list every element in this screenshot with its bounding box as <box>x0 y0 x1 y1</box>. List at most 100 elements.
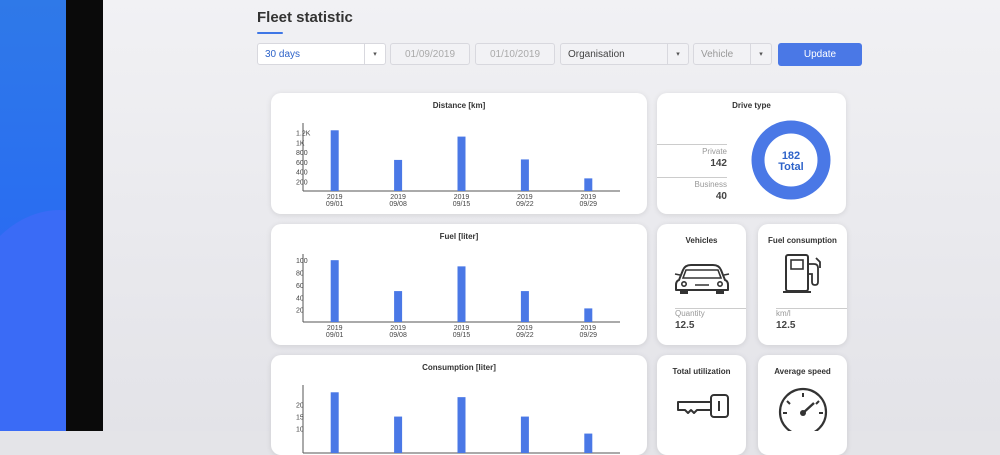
x-tick-label: 09/01 <box>326 332 344 339</box>
sidebar-divider <box>66 0 103 431</box>
donut-total: 182 Total <box>750 151 832 173</box>
key-icon <box>677 394 729 418</box>
bar <box>584 308 593 322</box>
bar <box>394 159 403 191</box>
consumption-chart: 101520201909/01201909/08201909/15201909/… <box>296 385 620 454</box>
title-underline <box>257 32 283 34</box>
y-tick-label: 10 <box>296 427 304 434</box>
vehicles-divider <box>675 308 746 309</box>
x-tick-label: 2019 <box>454 325 470 332</box>
bar <box>330 130 339 191</box>
x-tick-label: 09/29 <box>580 201 598 208</box>
left-blue-panel <box>0 0 66 431</box>
distance-chart: 2004006008001K1.2K201909/01201909/082019… <box>296 123 620 208</box>
bar <box>394 416 403 453</box>
bar <box>394 291 403 322</box>
average-speed-card: Average speed <box>758 355 847 455</box>
vehicles-title: Vehicles <box>685 236 718 245</box>
bar <box>584 178 593 191</box>
vehicles-card: Vehicles Quantity 12.5 <box>657 224 746 345</box>
chevron-down-icon[interactable]: ▾ <box>667 44 688 64</box>
business-value: 40 <box>715 191 727 202</box>
fuel-consumption-title: Fuel consumption <box>768 236 837 245</box>
x-tick-label: 2019 <box>390 194 406 201</box>
bar <box>457 266 466 322</box>
bar <box>457 397 466 453</box>
bar <box>520 159 529 191</box>
bar <box>330 260 339 322</box>
y-tick-label: 15 <box>296 415 304 422</box>
fuel-pump-icon <box>783 254 821 293</box>
private-label: Private <box>702 147 727 156</box>
fuel-chart-card: Fuel [liter] 20 40 60 80 100 2019 09/01 2019 09/… <box>271 224 647 345</box>
organisation-select[interactable]: Organisation ▾ <box>560 43 689 65</box>
bar <box>457 136 466 191</box>
total-utilization-card: Total utilization <box>657 355 746 455</box>
car-icon <box>674 264 730 294</box>
date-to-field[interactable]: 01/10/2019 <box>475 43 555 65</box>
average-speed-title: Average speed <box>774 367 831 376</box>
y-tick-label: 20 <box>296 308 304 315</box>
x-tick-label: 2019 <box>327 194 343 201</box>
drive-type-card: Drive type Private 142 Business 40 182 T… <box>657 93 846 214</box>
x-tick-label: 09/22 <box>516 332 534 339</box>
x-tick-label: 2019 <box>390 325 406 332</box>
distance-chart-card: Distance [km] 200 400 600 800 1K 1.2K 2019 09/0… <box>271 93 647 214</box>
y-tick-label: 1K <box>296 140 305 147</box>
x-tick-label: 2019 <box>517 194 533 201</box>
x-tick-label: 09/22 <box>516 201 534 208</box>
panel-wave-decoration <box>0 210 66 431</box>
main-content: Fleet statistic 30 days ▾ 01/09/2019 01/… <box>103 0 1000 455</box>
speedometer-icon <box>778 387 828 431</box>
fuel-consumption-card: Fuel consumption km/l 12.5 <box>758 224 847 345</box>
chevron-down-icon[interactable]: ▾ <box>750 44 771 64</box>
date-from-field[interactable]: 01/09/2019 <box>390 43 470 65</box>
bar <box>584 433 593 453</box>
vehicle-select[interactable]: Vehicle ▾ <box>693 43 772 65</box>
x-tick-label: 09/01 <box>326 201 344 208</box>
x-tick-label: 2019 <box>454 194 470 201</box>
y-tick-label: 400 <box>296 170 308 177</box>
fuel-consumption-value: 12.5 <box>776 320 796 331</box>
period-select[interactable]: 30 days ▾ <box>257 43 386 65</box>
page-title: Fleet statistic <box>257 9 353 26</box>
private-row: Private 142 <box>657 144 727 169</box>
y-tick-label: 80 <box>296 271 304 278</box>
y-tick-label: 200 <box>296 179 308 186</box>
x-tick-label: 09/08 <box>389 201 407 208</box>
x-tick-label: 2019 <box>327 325 343 332</box>
x-tick-label: 2019 <box>581 325 597 332</box>
update-button[interactable]: Update <box>778 43 862 66</box>
business-row: Business 40 <box>657 177 727 202</box>
y-tick-label: 20 <box>296 402 304 409</box>
x-tick-label: 09/29 <box>580 332 598 339</box>
bar <box>330 392 339 453</box>
consumption-chart-card: Consumption [liter] 101520201909/0120190… <box>271 355 647 455</box>
business-label: Business <box>694 180 727 189</box>
x-tick-label: 09/15 <box>453 332 471 339</box>
vehicles-quantity-value: 12.5 <box>675 320 695 331</box>
y-tick-label: 800 <box>296 150 308 157</box>
private-value: 142 <box>710 158 727 169</box>
fuel-consumption-unit: km/l <box>776 309 791 318</box>
x-tick-label: 2019 <box>517 325 533 332</box>
vehicle-select-value: Vehicle <box>701 48 734 60</box>
drive-type-donut <box>751 120 831 200</box>
bar <box>520 416 529 453</box>
y-tick-label: 600 <box>296 160 308 167</box>
fuel-chart-title: Fuel [liter] <box>439 232 479 241</box>
period-select-value: 30 days <box>265 48 301 60</box>
chevron-down-icon[interactable]: ▾ <box>364 44 385 64</box>
total-utilization-title: Total utilization <box>672 367 731 376</box>
donut-total-label: Total <box>778 161 804 173</box>
fuel-consumption-divider <box>776 308 847 309</box>
y-tick-label: 1.2K <box>296 131 311 138</box>
x-tick-label: 2019 <box>581 194 597 201</box>
y-tick-label: 100 <box>296 258 308 265</box>
bar <box>520 291 529 322</box>
y-tick-label: 40 <box>296 295 304 302</box>
y-tick-label: 60 <box>296 283 304 290</box>
organisation-select-value: Organisation <box>568 48 625 60</box>
consumption-chart-title: Consumption [liter] <box>422 363 496 372</box>
donut-total-value: 182 <box>781 150 801 162</box>
